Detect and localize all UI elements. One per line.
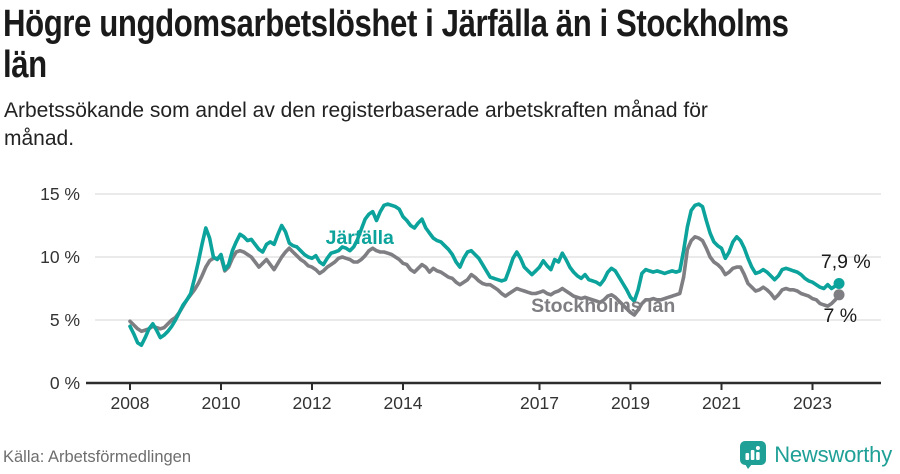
x-tick-label: 2010 xyxy=(202,393,241,413)
y-tick-label: 5 % xyxy=(50,310,80,330)
page-title: Högre ungdomsarbetslöshet i Järfälla än … xyxy=(3,3,789,87)
newsworthy-logo[interactable]: Newsworthy xyxy=(739,440,892,469)
source-note: Källa: Arbetsförmedlingen xyxy=(3,448,192,466)
x-tick-label: 2021 xyxy=(702,393,741,413)
x-tick-label: 2017 xyxy=(520,393,559,413)
x-tick-label: 2023 xyxy=(793,393,832,413)
annotation-7-9-: 7,9 % xyxy=(821,251,871,273)
y-tick-label: 10 % xyxy=(40,247,80,267)
series-line-stockholms-l-n xyxy=(128,235,841,334)
newsworthy-wordmark: Newsworthy xyxy=(774,441,892,467)
x-tick-label: 2014 xyxy=(384,393,423,413)
series-end-dot-j-rf-lla xyxy=(833,277,845,289)
x-tick-label: 2008 xyxy=(111,393,150,413)
annotation-j-rf-lla: Järfälla xyxy=(326,227,394,249)
y-tick-label: 15 % xyxy=(40,184,80,204)
annotation-stockholms-l-n: Stockholms län xyxy=(531,295,675,317)
annotation-7-: 7 % xyxy=(823,305,857,327)
page-subtitle: Arbetssökande som andel av den registerb… xyxy=(4,99,708,150)
bar-chart-speech-bubble-icon xyxy=(740,441,767,469)
x-tick-label: 2012 xyxy=(293,393,332,413)
series-line-j-rf-lla xyxy=(128,202,841,348)
x-tick-label: 2019 xyxy=(611,393,650,413)
y-tick-label: 0 % xyxy=(50,373,80,393)
series-end-dot-stockholms-l-n xyxy=(833,289,845,301)
